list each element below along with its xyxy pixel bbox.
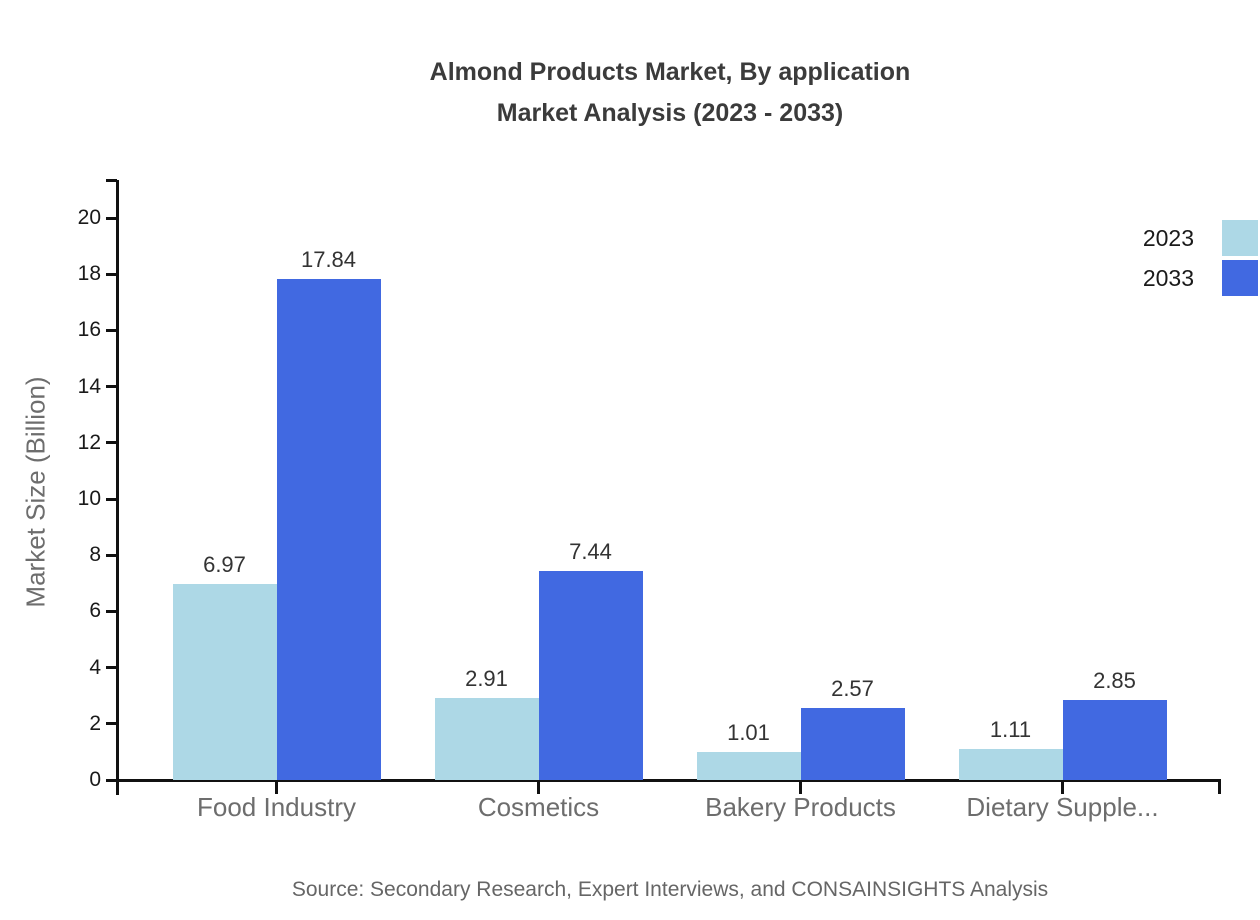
y-tick-label-16: 16 [77,318,101,342]
y-tick-14 [106,385,117,389]
bar-2023-bakery-products [696,751,801,780]
y-tick-label-12: 12 [77,430,101,454]
legend-label-2033: 2033 [1142,264,1194,291]
y-axis-line [116,180,119,795]
legend-row-2033: 2033 [1143,260,1258,296]
bar-value-2033-food-industry: 17.84 [300,246,357,272]
source-line: Source: Secondary Research, Expert Inter… [291,878,1049,901]
y-tick-2 [106,722,117,726]
x-cat-label-cosmetics: Cosmetics [477,792,600,822]
chart-title: Almond Products Market, By application M… [80,52,1260,134]
y-tick-label-2: 2 [89,711,101,735]
bar-value-2033-bakery-products: 2.57 [831,675,874,701]
bar-2033-food-industry [276,278,381,780]
y-tick-20 [106,216,117,220]
bar-2023-cosmetics [434,698,539,780]
chart-title-line2: Market Analysis (2023 - 2033) [496,99,844,127]
y-tick-label-4: 4 [89,655,101,679]
y-tick-0 [106,778,117,782]
y-tick-18 [106,272,117,276]
bar-value-2023-bakery-products: 1.01 [727,719,770,745]
legend: 2023 2033 [1143,220,1258,300]
y-tick-label-14: 14 [77,374,101,398]
chart-title-line1: Almond Products Market, By application [429,58,911,86]
y-tick-8 [106,553,117,557]
bar-value-2023-food-industry: 6.97 [203,552,246,578]
y-tick-6 [106,609,117,613]
x-tick-food-industry [275,781,278,794]
x-cat-label-bakery-products: Bakery Products [705,792,896,822]
bar-value-2023-cosmetics: 2.91 [465,666,508,692]
x-tick-cosmetics [537,781,540,794]
legend-label-2023: 2023 [1142,224,1194,251]
y-tick-4 [106,666,117,670]
y-tick-16 [106,328,117,332]
y-tick-label-6: 6 [89,599,101,623]
x-cat-label-food-industry: Food Industry [197,792,356,822]
y-axis-end-tick [106,179,117,182]
bar-value-2033-cosmetics: 7.44 [569,538,612,564]
bar-2033-dietary-supple [1062,699,1167,780]
legend-row-2023: 2023 [1143,220,1258,256]
x-tick-bakery-products [799,781,802,794]
y-tick-label-8: 8 [89,543,101,567]
bar-2023-food-industry [172,584,277,780]
y-tick-label-0: 0 [89,768,101,791]
y-tick-10 [106,497,117,501]
y-tick-12 [106,441,117,445]
x-axis-end-tick [1218,781,1221,794]
y-tick-label-10: 10 [77,487,101,510]
bar-value-2033-dietary-supple: 2.85 [1093,667,1136,693]
legend-swatch-2023 [1222,220,1258,256]
bar-2033-cosmetics [538,570,643,780]
y-tick-label-18: 18 [77,262,101,286]
x-cat-label-dietary-supple: Dietary Supple... [966,792,1159,822]
y-tick-label-20: 20 [77,206,101,229]
bar-value-2023-dietary-supple: 1.11 [989,716,1032,742]
x-tick-dietary-supple [1061,781,1064,794]
x-axis-line [116,779,1221,782]
legend-swatch-2033 [1222,260,1258,296]
bar-2023-dietary-supple [958,748,1063,780]
bar-2033-bakery-products [800,707,905,780]
